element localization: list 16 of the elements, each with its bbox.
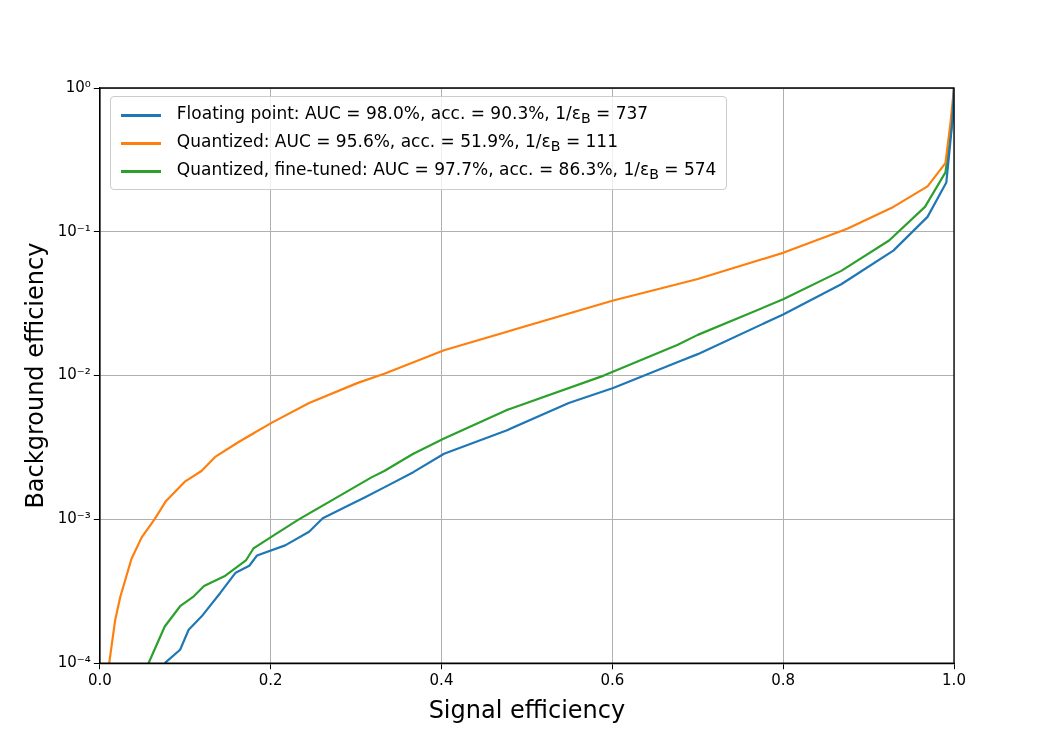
x-tick-label: 0.0 xyxy=(87,671,112,690)
y-axis-title: Background efficiency xyxy=(20,242,49,509)
legend-label: Floating point: AUC = 98.0%, acc. = 90.3%, 1/ε$_{B}$ = 737 xyxy=(176,103,649,127)
x-axis-title: Signal efficiency xyxy=(428,695,626,724)
y-tick-label: 10⁻¹ xyxy=(57,221,91,240)
legend-label: Quantized: AUC = 95.6%, acc. = 51.9%, 1/ε$_{B}$ = 111 xyxy=(176,131,618,155)
legend-label: Quantized, fine-tuned: AUC = 97.7%, acc. = 86.3%, 1/ε$_{B}$ = 574 xyxy=(176,159,717,183)
x-tick-label: 0.6 xyxy=(600,671,625,690)
x-tick-label: 0.8 xyxy=(771,671,796,690)
x-tick-label: 1.0 xyxy=(942,671,966,690)
x-tick-label: 0.2 xyxy=(258,671,283,690)
y-tick-label: 10⁻⁴ xyxy=(57,653,91,672)
y-tick-label: 10⁻² xyxy=(57,365,91,384)
y-tick-label: 10⁰ xyxy=(65,77,91,96)
x-tick-label: 0.4 xyxy=(429,671,454,690)
y-tick-label: 10⁻³ xyxy=(57,509,91,528)
